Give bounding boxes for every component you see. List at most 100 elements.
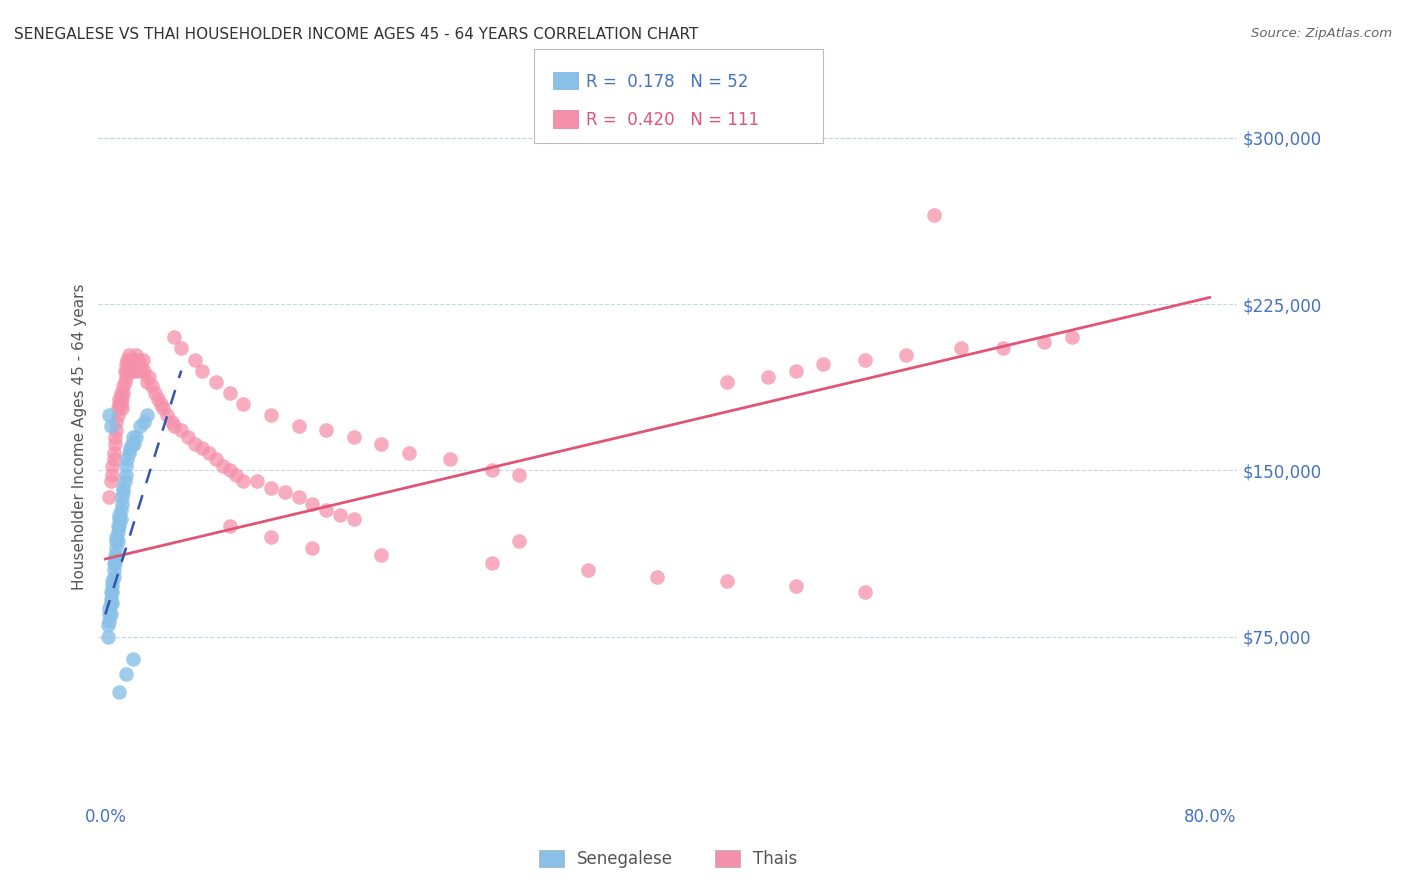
Point — [1033, 334, 1056, 349]
Point — [756, 370, 779, 384]
Point — [343, 430, 366, 444]
Point — [98, 607, 121, 622]
Point — [170, 424, 193, 438]
Point — [108, 512, 131, 526]
Point — [647, 570, 669, 584]
Point — [103, 452, 125, 467]
Point — [103, 557, 125, 571]
Point — [128, 419, 150, 434]
Point — [100, 475, 122, 489]
Point — [211, 458, 233, 473]
Point — [143, 385, 166, 400]
Point — [105, 424, 128, 438]
Point — [110, 512, 132, 526]
Point — [111, 497, 134, 511]
Point — [121, 436, 143, 450]
Point — [105, 415, 128, 429]
Point — [287, 419, 309, 434]
Point — [785, 578, 807, 592]
Point — [108, 508, 131, 522]
Point — [163, 419, 186, 434]
Point — [118, 357, 141, 371]
Point — [260, 481, 283, 495]
Text: SENEGALESE VS THAI HOUSEHOLDER INCOME AGES 45 - 64 YEARS CORRELATION CHART: SENEGALESE VS THAI HOUSEHOLDER INCOME AG… — [14, 27, 699, 42]
Point — [107, 525, 129, 540]
Point — [105, 534, 128, 549]
Text: R =  0.178   N = 52: R = 0.178 N = 52 — [586, 73, 748, 91]
Point — [785, 363, 807, 377]
Point — [301, 497, 323, 511]
Point — [114, 475, 136, 489]
Point — [101, 467, 124, 482]
Point — [853, 585, 876, 599]
Point — [138, 370, 160, 384]
Point — [315, 503, 337, 517]
Point — [120, 363, 142, 377]
Point — [107, 518, 129, 533]
Point — [100, 419, 122, 434]
Point — [104, 552, 127, 566]
Point — [122, 352, 145, 367]
Point — [811, 357, 834, 371]
Point — [481, 463, 503, 477]
Point — [101, 458, 124, 473]
Y-axis label: Householder Income Ages 45 - 64 years: Householder Income Ages 45 - 64 years — [72, 284, 87, 591]
Point — [246, 475, 269, 489]
Point — [122, 651, 145, 665]
Point — [343, 512, 366, 526]
Point — [118, 348, 141, 362]
Point — [894, 348, 917, 362]
Point — [508, 467, 530, 482]
Point — [100, 591, 122, 606]
Point — [439, 452, 461, 467]
Point — [260, 530, 283, 544]
Point — [104, 557, 127, 571]
Point — [177, 430, 200, 444]
Point — [115, 357, 138, 371]
Point — [127, 352, 149, 367]
Point — [115, 370, 138, 384]
Point — [128, 357, 150, 371]
Point — [232, 397, 254, 411]
Point — [112, 385, 135, 400]
Point — [112, 485, 135, 500]
Point — [118, 445, 141, 459]
Point — [204, 375, 226, 389]
Point — [991, 342, 1014, 356]
Point — [922, 209, 945, 223]
Point — [110, 503, 132, 517]
Point — [107, 408, 129, 422]
Point — [232, 475, 254, 489]
Point — [184, 436, 207, 450]
Point — [112, 379, 135, 393]
Point — [135, 375, 157, 389]
Point — [131, 352, 153, 367]
Point — [198, 445, 221, 459]
Point — [108, 392, 131, 407]
Point — [108, 685, 131, 699]
Point — [578, 563, 600, 577]
Point — [160, 415, 183, 429]
Point — [103, 570, 125, 584]
Point — [218, 385, 240, 400]
Point — [124, 436, 146, 450]
Point — [301, 541, 323, 555]
Point — [108, 518, 131, 533]
Point — [111, 392, 134, 407]
Point — [716, 375, 738, 389]
Point — [135, 408, 157, 422]
Point — [122, 430, 145, 444]
Point — [225, 467, 247, 482]
Point — [115, 458, 138, 473]
Point — [103, 563, 125, 577]
Point — [104, 548, 127, 562]
Point — [204, 452, 226, 467]
Point — [114, 375, 136, 389]
Point — [170, 342, 193, 356]
Point — [98, 600, 121, 615]
Point — [129, 363, 152, 377]
Point — [156, 408, 179, 422]
Point — [218, 463, 240, 477]
Point — [121, 352, 143, 367]
Point — [120, 441, 142, 455]
